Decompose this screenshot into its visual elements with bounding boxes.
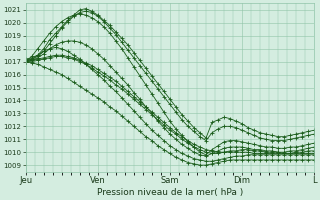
X-axis label: Pression niveau de la mer( hPa ): Pression niveau de la mer( hPa ) xyxy=(97,188,243,197)
